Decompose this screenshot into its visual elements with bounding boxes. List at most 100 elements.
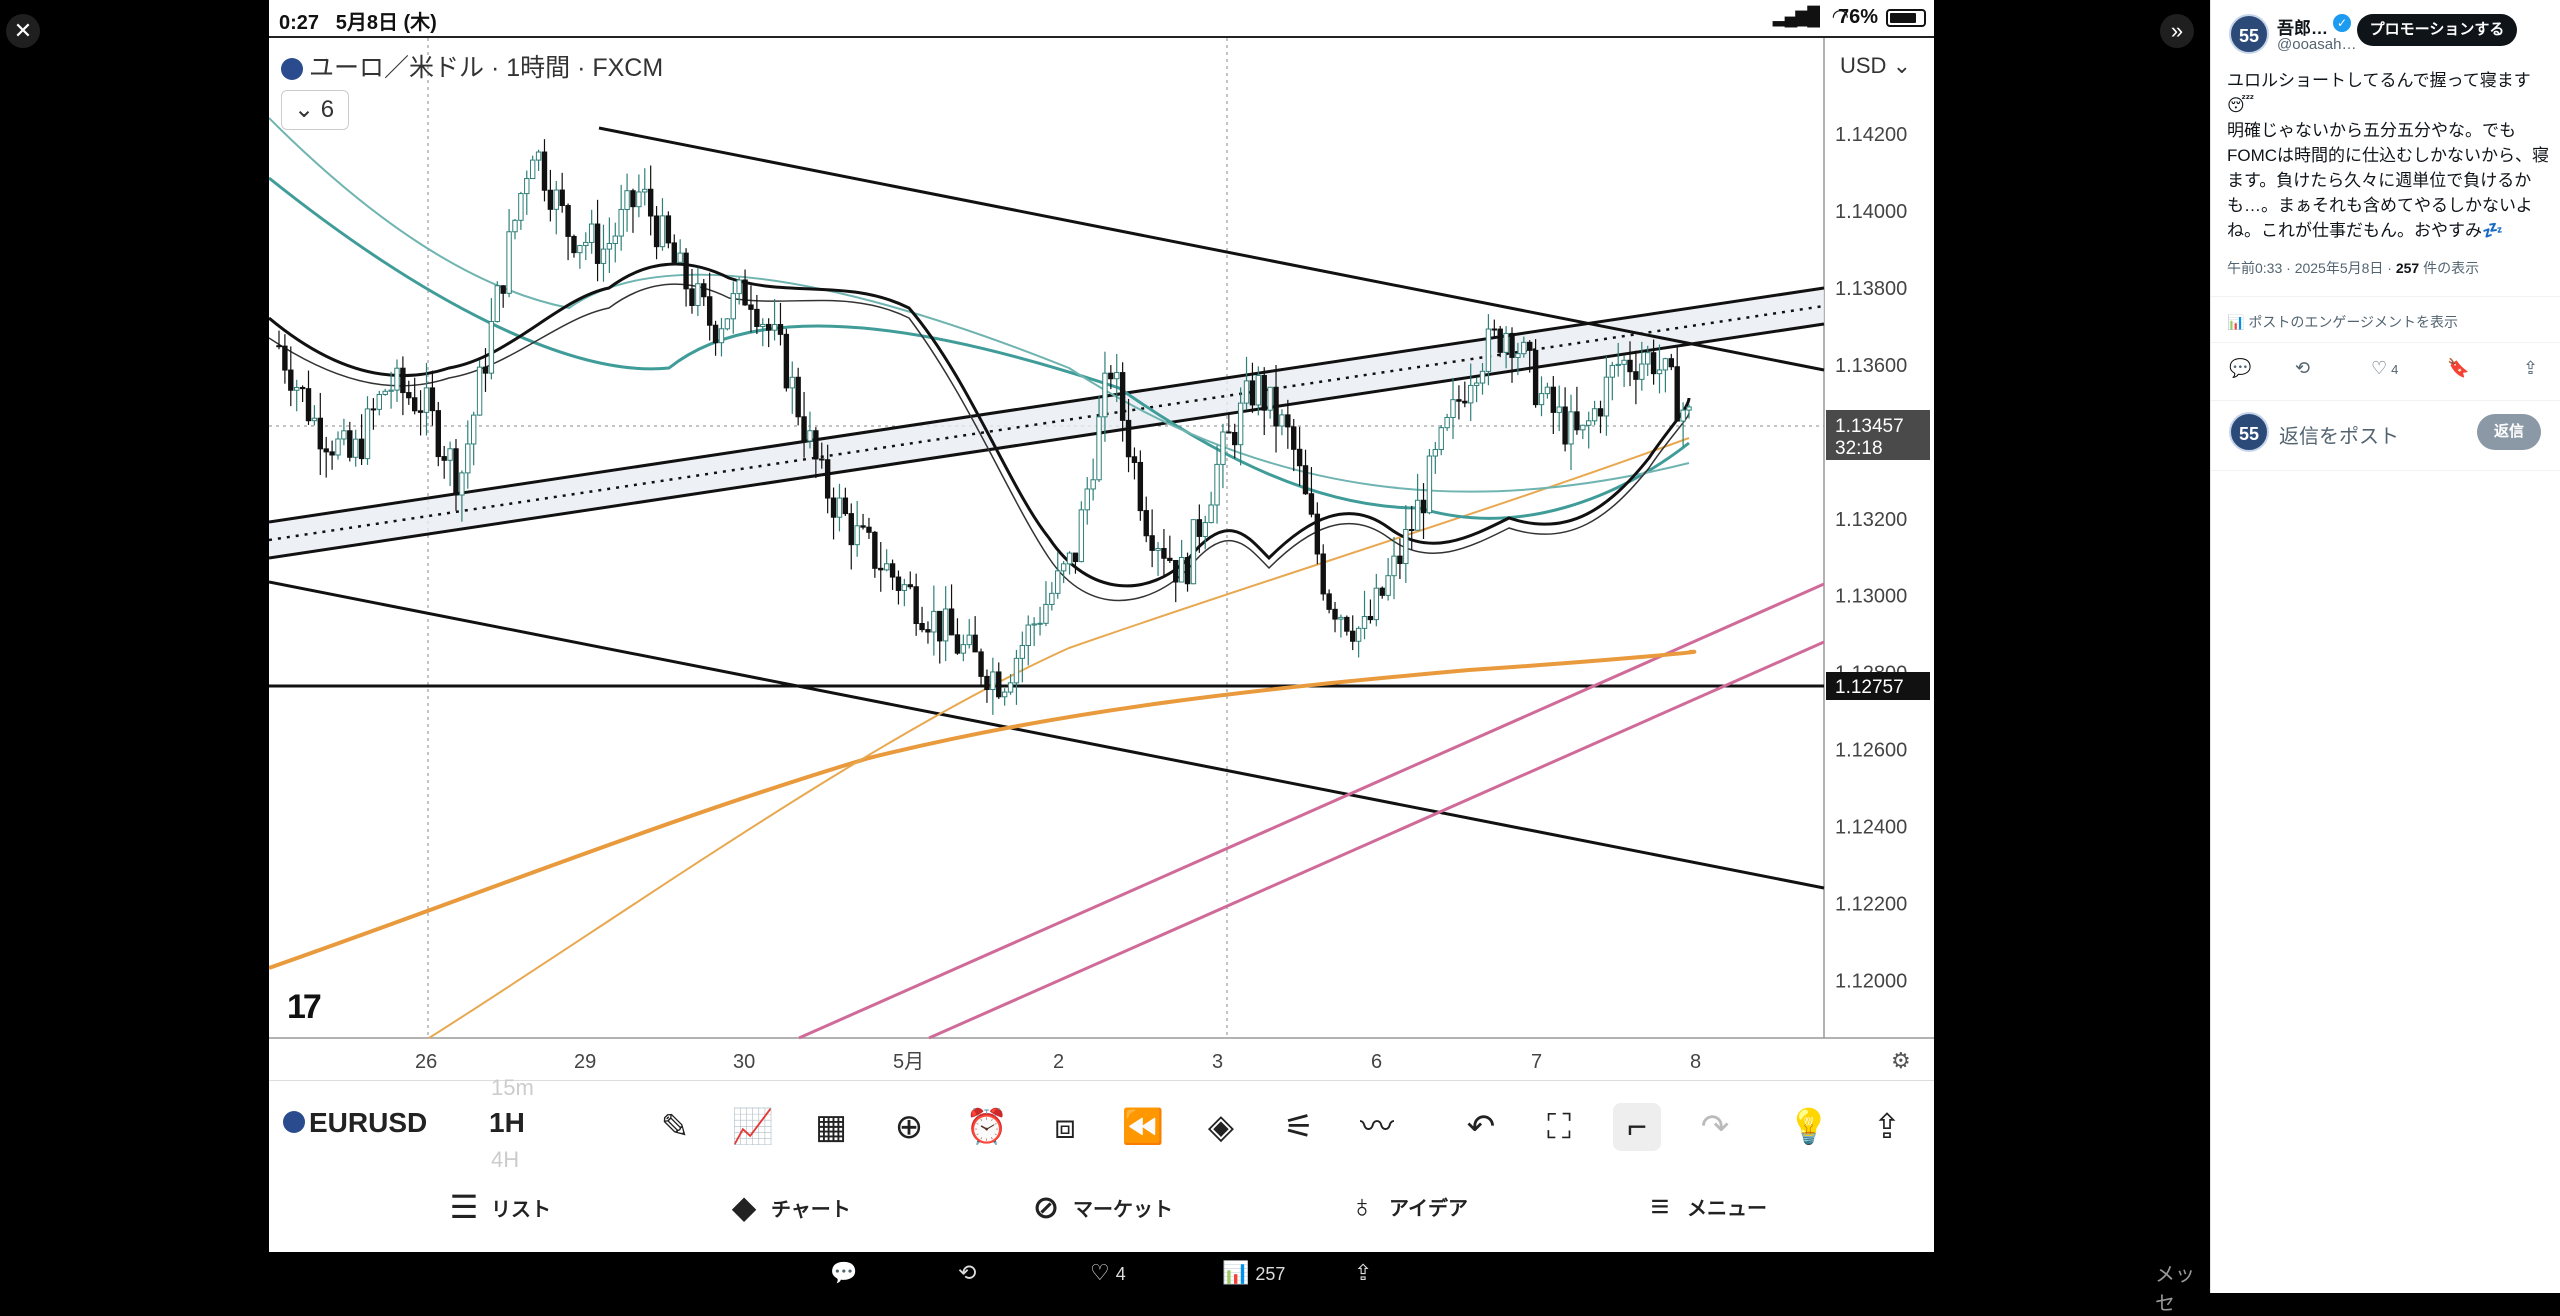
- candle-body: [948, 608, 955, 636]
- candle-body: [1538, 393, 1545, 406]
- candle-body: [706, 296, 713, 326]
- price-chart[interactable]: 1.14200 1.14000 1.13800 1.13600 1.13200 1.130…: [269, 36, 1934, 1080]
- settings-sliders-icon[interactable]: ⚟: [1283, 1108, 1315, 1146]
- layers-icon[interactable]: ◈: [1207, 1108, 1235, 1146]
- candle-body: [1007, 682, 1014, 693]
- close-viewer-button[interactable]: ✕: [6, 14, 40, 48]
- candle-body: [1025, 624, 1031, 646]
- candle-body: [441, 456, 447, 461]
- currency-select[interactable]: USD ⌄: [1840, 53, 1911, 78]
- candle-body: [718, 328, 725, 344]
- candle-body: [754, 308, 760, 327]
- candle-body: [1409, 529, 1415, 532]
- price-tick-label: 1.13200: [1835, 509, 1907, 531]
- reply-icon[interactable]: 💬: [2229, 358, 2252, 378]
- candle-body: [364, 408, 371, 460]
- candle-body: [1414, 499, 1421, 531]
- fullscreen-icon[interactable]: ⛶: [1547, 1108, 1571, 1146]
- like-action[interactable]: ♡ 4: [1090, 1260, 1126, 1285]
- candle-body: [1491, 328, 1498, 331]
- candle-body: [335, 438, 341, 456]
- candle-body: [1562, 406, 1568, 445]
- tab-ideas[interactable]: ♁ アイデア: [1343, 1188, 1468, 1225]
- candle-body: [1226, 431, 1232, 434]
- repost-icon[interactable]: ⟲: [2295, 358, 2311, 378]
- add-plus-icon[interactable]: ⊕: [894, 1108, 924, 1146]
- reply-input[interactable]: 返信をポスト: [2279, 426, 2399, 448]
- tab-list[interactable]: ☰ リスト: [445, 1188, 551, 1226]
- bookmark-icon[interactable]: 🔖: [2447, 358, 2470, 378]
- views-icon: 📊: [1222, 1260, 1250, 1285]
- candle-body: [299, 386, 306, 390]
- candle-body: [1060, 563, 1067, 572]
- candle-body: [659, 215, 666, 248]
- price-tick-label: 1.12200: [1835, 893, 1907, 915]
- candle-body: [931, 610, 937, 633]
- indicators-icon[interactable]: 📈: [731, 1108, 775, 1146]
- candle-body: [1473, 382, 1480, 386]
- candle-body: [1019, 644, 1026, 659]
- candle-body: [1137, 461, 1144, 512]
- share-action[interactable]: ⇪: [1354, 1260, 1378, 1286]
- messages-label[interactable]: メッセ: [2155, 1264, 2195, 1315]
- symbol-button[interactable]: EURUSD: [309, 1107, 428, 1138]
- candle-body: [1350, 630, 1356, 642]
- interval-button[interactable]: 1H: [489, 1107, 525, 1138]
- candle-body: [423, 387, 430, 413]
- avatar: 55: [2229, 412, 2269, 452]
- share-icon[interactable]: ⇪: [2523, 358, 2539, 378]
- tab-menu[interactable]: ≡ メニュー: [1641, 1188, 1767, 1225]
- redo-icon[interactable]: ↷: [1700, 1108, 1730, 1146]
- author-name[interactable]: 吾郎…: [2277, 19, 2328, 38]
- chart-canvas[interactable]: 1.14200 1.14000 1.13800 1.13600 1.13200 1.130…: [269, 38, 1934, 1082]
- layouts-grid-icon[interactable]: ▦: [814, 1108, 848, 1146]
- candle-body: [388, 389, 394, 392]
- avatar[interactable]: 55: [2229, 14, 2269, 54]
- tab-chart[interactable]: ◆ チャート: [725, 1188, 851, 1226]
- draw-pen-icon[interactable]: ✎: [660, 1108, 690, 1146]
- replay-icon[interactable]: ⏪: [1121, 1108, 1165, 1146]
- candle-body: [984, 675, 990, 690]
- share-icon: ⇪: [1354, 1260, 1373, 1285]
- candle-body: [358, 438, 365, 460]
- candle-body: [1591, 408, 1598, 422]
- undo-icon[interactable]: ↶: [1466, 1108, 1496, 1146]
- idea-bulb-icon[interactable]: 💡: [1787, 1108, 1831, 1146]
- reply-action[interactable]: 💬: [830, 1260, 863, 1286]
- time-tick-label: 26: [415, 1051, 437, 1073]
- views-action[interactable]: 📊 257: [1222, 1260, 1286, 1285]
- candle-body: [547, 189, 554, 210]
- tab-market[interactable]: ⊘ マーケット: [1027, 1188, 1173, 1226]
- status-time: 0:27 5月8日 (木): [279, 12, 437, 34]
- collapse-sidebar-button[interactable]: »: [2160, 14, 2194, 48]
- repost-action[interactable]: ⟲: [958, 1260, 982, 1286]
- like-button[interactable]: ♡ 4: [2371, 358, 2399, 378]
- candle-body: [1237, 402, 1244, 446]
- candle-body: [1397, 555, 1403, 565]
- share-icon[interactable]: ⇪: [1872, 1108, 1902, 1146]
- candle-body: [411, 397, 418, 412]
- candle-body: [842, 497, 849, 515]
- candle-body: [1420, 499, 1427, 514]
- candle-body: [571, 235, 577, 254]
- chart-title[interactable]: ユーロ／米ドル · 1時間 · FXCM: [281, 48, 663, 84]
- alert-clock-icon[interactable]: ⏰: [965, 1108, 1009, 1146]
- engagement-link[interactable]: 📊 ポストのエンゲージメントを表示: [2227, 314, 2459, 330]
- candle-body: [565, 204, 571, 237]
- indicator-toggle-button[interactable]: ⌄ 6: [281, 90, 349, 130]
- reply-button[interactable]: 返信: [2477, 414, 2541, 450]
- candle-body: [1662, 358, 1669, 371]
- candle-body: [600, 248, 607, 264]
- candle-body: [1190, 519, 1197, 585]
- author-handle[interactable]: @ooasah…: [2277, 36, 2357, 53]
- candle-body: [1438, 427, 1444, 450]
- promote-button[interactable]: プロモーションする: [2357, 14, 2517, 46]
- crosshair-icon[interactable]: ⌐: [1613, 1103, 1661, 1151]
- candle-type-icon[interactable]: ⧈: [1054, 1108, 1076, 1146]
- candle-body: [695, 283, 701, 306]
- candle-body: [942, 608, 949, 642]
- candle-body: [878, 567, 884, 571]
- candle-body: [789, 376, 795, 389]
- candle-body: [901, 584, 908, 591]
- compare-icon[interactable]: 〰: [1360, 1108, 1394, 1146]
